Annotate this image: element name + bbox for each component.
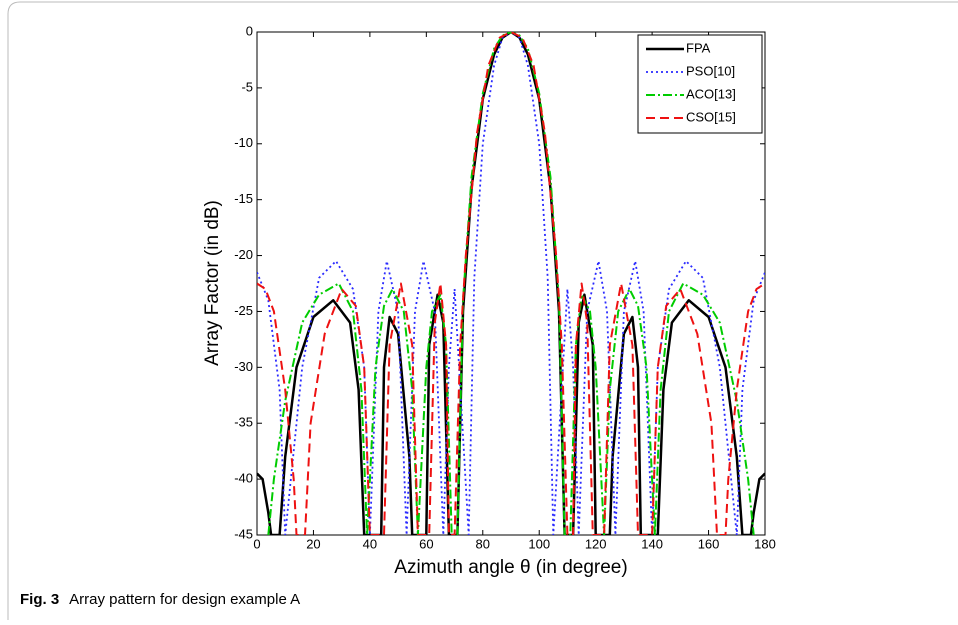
legend-label: PSO[10] <box>686 63 735 78</box>
x-tick-label: 100 <box>528 536 550 551</box>
y-axis-label: Array Factor (in dB) <box>202 200 223 366</box>
caption-label: Fig. 3 <box>20 591 59 608</box>
x-tick-label: 160 <box>698 536 720 551</box>
y-tick-label: -25 <box>234 303 253 318</box>
legend-label: ACO[13] <box>686 86 736 101</box>
legend-label: FPA <box>686 40 711 55</box>
x-tick-label: 120 <box>585 536 607 551</box>
caption-text: Array pattern for design example A <box>69 591 300 608</box>
x-tick-label: 80 <box>476 536 490 551</box>
y-tick-label: -5 <box>241 79 253 94</box>
x-tick-label: 40 <box>363 536 377 551</box>
x-tick-label: 20 <box>306 536 320 551</box>
series-line <box>257 32 765 535</box>
x-tick-label: 0 <box>253 536 260 551</box>
x-tick-label: 140 <box>641 536 663 551</box>
y-tick-label: -15 <box>234 191 253 206</box>
y-tick-label: -35 <box>234 415 253 430</box>
y-tick-label: -45 <box>234 526 253 541</box>
y-tick-label: -10 <box>234 135 253 150</box>
y-tick-label: -30 <box>234 359 253 374</box>
x-tick-label: 180 <box>754 536 776 551</box>
legend-label: CSO[15] <box>686 109 736 124</box>
y-tick-label: 0 <box>246 23 253 38</box>
frame <box>7 1 958 620</box>
series-line <box>257 32 765 535</box>
caption: Fig. 3 Array pattern for design example A <box>20 591 300 608</box>
y-tick-label: -20 <box>234 247 253 262</box>
x-axis-label: Azimuth angle θ (in degree) <box>394 557 627 578</box>
y-tick-label: -40 <box>234 471 253 486</box>
legend-box <box>637 34 763 134</box>
x-tick-label: 60 <box>419 536 433 551</box>
series-line <box>257 32 765 535</box>
